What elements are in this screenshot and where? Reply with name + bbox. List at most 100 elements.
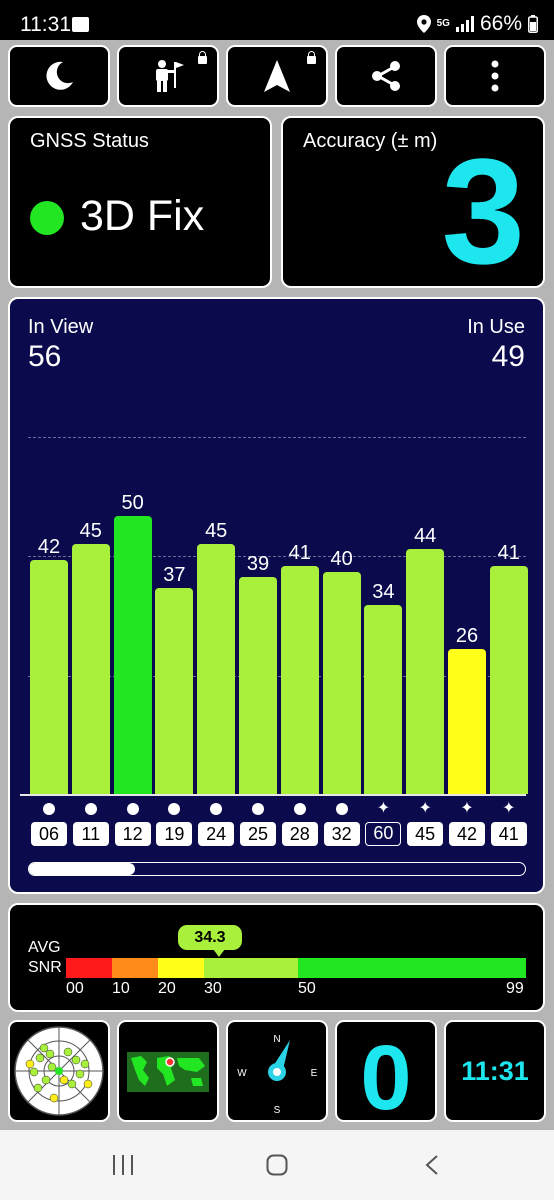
satellite-id-label: 41 (490, 822, 527, 846)
sky-plot-icon (14, 1026, 104, 1116)
status-icons: 5G 66% (416, 12, 538, 36)
satellite-id-label: 28 (281, 822, 318, 846)
compass-s: S (274, 1105, 281, 1116)
more-vert-icon (491, 60, 499, 92)
gps-marker-icon (210, 803, 223, 815)
satellite-id-label: 25 (240, 822, 276, 846)
snr-scale-tick: 00 (66, 980, 84, 997)
galileo-marker-icon: ✦ (418, 800, 432, 817)
snr-scale-tick: 10 (112, 980, 130, 997)
snr-bar (448, 649, 486, 794)
snr-bar-value: 41 (288, 542, 311, 565)
night-mode-button[interactable] (8, 45, 110, 107)
fix-status-text: 3D Fix (80, 192, 205, 240)
lock-icon (198, 51, 207, 64)
snr-bar-value: 39 (246, 553, 270, 576)
snr-bar (280, 566, 319, 794)
satellite-id-label: 42 (449, 822, 485, 846)
satellite-id-label: 06 (31, 822, 67, 846)
snr-bar (239, 577, 277, 794)
in-use-label: In Use (467, 316, 525, 338)
accuracy-value: 3 (441, 127, 525, 295)
avg-snr-pointer (213, 949, 225, 957)
avg-label: AVG (28, 939, 61, 956)
moon-icon (46, 61, 73, 90)
compass-icon: N E S W (237, 1034, 317, 1116)
share-icon (372, 61, 400, 91)
galileo-marker-icon: ✦ (460, 800, 474, 817)
recent-apps-icon[interactable] (112, 1154, 134, 1176)
snr-bar-value: 34 (372, 580, 395, 603)
gps-marker-icon (168, 803, 181, 815)
snr-scale-tick: 20 (158, 980, 176, 997)
sats-not-used-count: 0 (360, 1027, 412, 1129)
satellites-not-used-tile[interactable]: 0 (335, 1020, 437, 1129)
gnss-status-title: GNSS Status (30, 130, 149, 152)
snr-scale-tick: 99 (506, 980, 524, 997)
accuracy-title: Accuracy (± m) (303, 130, 438, 152)
satellite-id-label: 24 (198, 822, 235, 846)
battery-icon (528, 15, 538, 33)
gps-marker-icon (84, 803, 97, 815)
avg-snr-value: 34.3 (178, 925, 242, 950)
snr-scale-tick: 30 (204, 980, 222, 997)
snr-bar (364, 604, 403, 794)
snr-bar (113, 516, 152, 794)
snr-scale-tick: 50 (298, 980, 316, 997)
snr-bar-value: 45 (79, 519, 102, 542)
gps-marker-icon (252, 803, 264, 815)
gps-marker-icon (126, 803, 139, 815)
snr-bar (71, 543, 110, 794)
system-nav-bar (0, 1130, 554, 1200)
gallery-icon (72, 17, 89, 32)
in-view-label: In View (28, 316, 94, 338)
compass-button[interactable]: N E S W (226, 1020, 328, 1122)
snr-bar (30, 560, 68, 794)
snr-bar (197, 543, 236, 794)
sky-plot-button[interactable] (8, 1020, 110, 1122)
compass-w: W (237, 1068, 247, 1079)
network-type: 5G (436, 18, 450, 29)
snr-bar-value: 50 (121, 492, 144, 514)
chart-scroll-thumb[interactable] (29, 863, 135, 875)
home-icon[interactable] (266, 1154, 288, 1176)
satellite-id-label: 12 (114, 822, 151, 846)
gps-marker-icon (335, 803, 348, 815)
navigation-button[interactable] (226, 45, 328, 107)
snr-bar-value: 42 (37, 536, 61, 559)
lock-icon (307, 51, 316, 64)
snr-bar-value: 45 (205, 519, 228, 542)
share-button[interactable] (335, 45, 437, 107)
gridline (28, 556, 526, 557)
battery-percent: 66% (479, 12, 522, 35)
person-flag-icon (156, 60, 184, 92)
snr-bar-value: 26 (455, 625, 479, 648)
snr-label: SNR (28, 959, 62, 976)
galileo-marker-icon: ✦ (502, 800, 516, 817)
snr-bar-value: 37 (163, 564, 186, 587)
snr-bar (406, 549, 445, 794)
gridline (28, 437, 526, 438)
gps-marker-icon (43, 803, 55, 815)
clock-time: 11:31 (461, 1056, 529, 1086)
clock-tile[interactable]: 11:31 (444, 1020, 546, 1122)
in-view-count: 56 (28, 340, 62, 373)
back-icon[interactable] (424, 1154, 440, 1176)
gridline (28, 676, 526, 677)
satellite-id-label: 60 (365, 822, 402, 846)
signal-icon (455, 16, 474, 32)
world-map-button[interactable] (117, 1020, 219, 1122)
snr-scale-segment (204, 958, 298, 978)
more-options-button[interactable] (444, 45, 546, 107)
status-bar: 11:31 5G 66% (0, 0, 554, 40)
snr-bar-value: 41 (497, 542, 520, 565)
mark-location-button[interactable] (117, 45, 219, 107)
gps-marker-icon (293, 803, 306, 815)
in-use-count: 49 (491, 340, 525, 373)
chart-scroll-track[interactable] (28, 862, 526, 876)
snr-scale-segment (298, 958, 526, 978)
snr-scale-segment (66, 958, 112, 978)
accuracy-panel: Accuracy (± m) 3 (281, 116, 545, 288)
location-icon (416, 15, 431, 33)
snr-bar (489, 566, 528, 794)
